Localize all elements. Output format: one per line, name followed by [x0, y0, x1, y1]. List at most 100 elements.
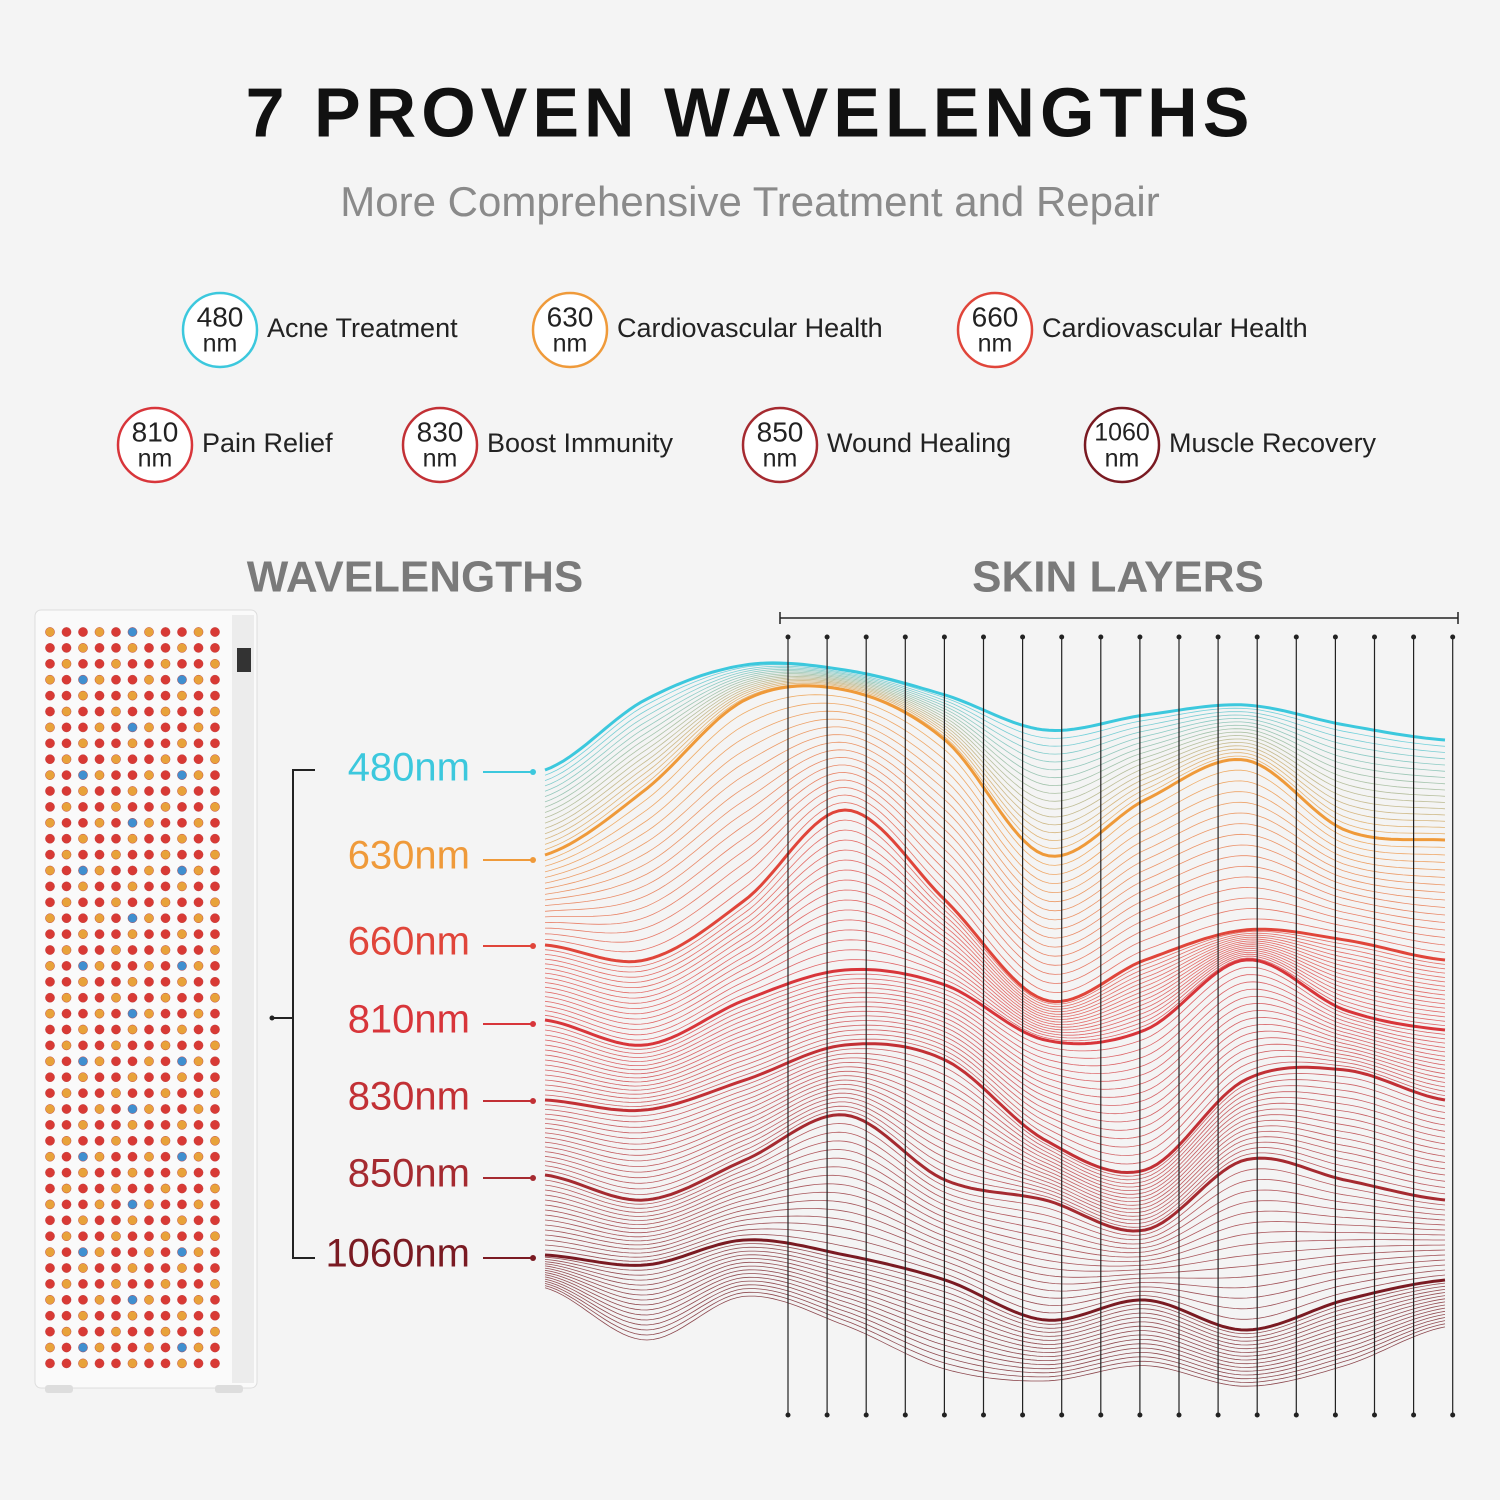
dot — [1098, 1412, 1104, 1418]
led — [177, 1167, 187, 1178]
led — [177, 945, 187, 955]
wave-line — [544, 1228, 1446, 1310]
wave-line — [544, 1183, 1445, 1267]
led — [111, 1295, 121, 1305]
led — [127, 1056, 138, 1067]
led — [160, 1024, 171, 1035]
led — [193, 1056, 204, 1067]
led — [78, 977, 88, 987]
led — [111, 929, 121, 939]
led — [127, 1072, 138, 1082]
led — [127, 977, 138, 987]
led — [127, 1231, 138, 1241]
led — [160, 818, 171, 828]
led — [61, 1024, 72, 1035]
led — [78, 1231, 88, 1241]
led — [127, 849, 138, 860]
led — [78, 897, 88, 908]
led — [160, 1358, 171, 1369]
led — [111, 1024, 121, 1035]
led — [94, 770, 105, 780]
wave-line — [544, 802, 1446, 993]
wave-line — [544, 966, 1446, 1052]
led — [193, 833, 204, 844]
led — [45, 818, 55, 828]
led — [177, 1342, 187, 1353]
led — [160, 881, 171, 892]
wave-line — [544, 682, 1446, 845]
led — [177, 1247, 187, 1257]
badge-value: 1060 — [1094, 419, 1150, 447]
led — [193, 961, 204, 971]
led — [193, 786, 204, 796]
led — [144, 674, 154, 685]
led — [78, 992, 88, 1003]
wave-line — [544, 1048, 1446, 1177]
wave-line — [544, 879, 1446, 1020]
led — [61, 770, 72, 780]
led — [94, 818, 105, 828]
led — [127, 913, 138, 924]
led — [45, 690, 55, 701]
led — [144, 1040, 154, 1051]
led — [210, 1151, 220, 1162]
led — [193, 643, 204, 653]
dot — [1098, 634, 1104, 640]
led — [61, 1215, 72, 1226]
led — [78, 1215, 88, 1226]
wave-line — [544, 929, 1446, 1034]
led — [177, 722, 187, 733]
led — [127, 770, 138, 780]
led — [160, 1151, 171, 1162]
wave-line — [544, 1033, 1446, 1156]
led — [144, 1120, 154, 1130]
led — [160, 833, 171, 844]
led — [193, 659, 204, 669]
led — [160, 674, 171, 685]
led — [193, 1136, 204, 1146]
led — [160, 913, 171, 924]
led — [210, 1342, 220, 1353]
led — [78, 833, 88, 844]
wave-main — [544, 1042, 1446, 1175]
dot — [1176, 1412, 1182, 1418]
led — [144, 754, 154, 765]
led — [94, 659, 105, 669]
led — [78, 818, 88, 828]
wave-line — [544, 1052, 1446, 1181]
led — [144, 786, 154, 796]
wave-main — [544, 684, 1446, 858]
led — [111, 1199, 121, 1210]
led — [45, 1183, 55, 1194]
led — [45, 1136, 55, 1146]
led — [94, 929, 105, 939]
display — [237, 648, 251, 672]
led — [78, 1151, 88, 1162]
led — [160, 1199, 171, 1210]
led — [210, 1183, 220, 1194]
led — [160, 897, 171, 908]
wave-line — [544, 974, 1446, 1059]
led — [94, 690, 105, 701]
led — [127, 1024, 138, 1035]
dot — [824, 634, 830, 640]
led — [177, 1310, 187, 1321]
wave-line — [544, 664, 1446, 776]
led — [111, 833, 121, 844]
led — [111, 913, 121, 924]
led — [193, 706, 204, 717]
wave-line — [544, 819, 1446, 1005]
led — [160, 1310, 171, 1321]
led — [144, 1263, 154, 1273]
badge-ring — [401, 406, 479, 484]
led — [127, 627, 138, 637]
led — [78, 674, 88, 685]
wave-main — [544, 1113, 1446, 1233]
badge-label: Cardiovascular Health — [617, 313, 883, 343]
led — [127, 674, 138, 685]
led — [127, 1151, 138, 1162]
led — [94, 1040, 105, 1051]
led — [160, 1040, 171, 1051]
led — [111, 865, 121, 876]
dot — [1254, 634, 1260, 640]
